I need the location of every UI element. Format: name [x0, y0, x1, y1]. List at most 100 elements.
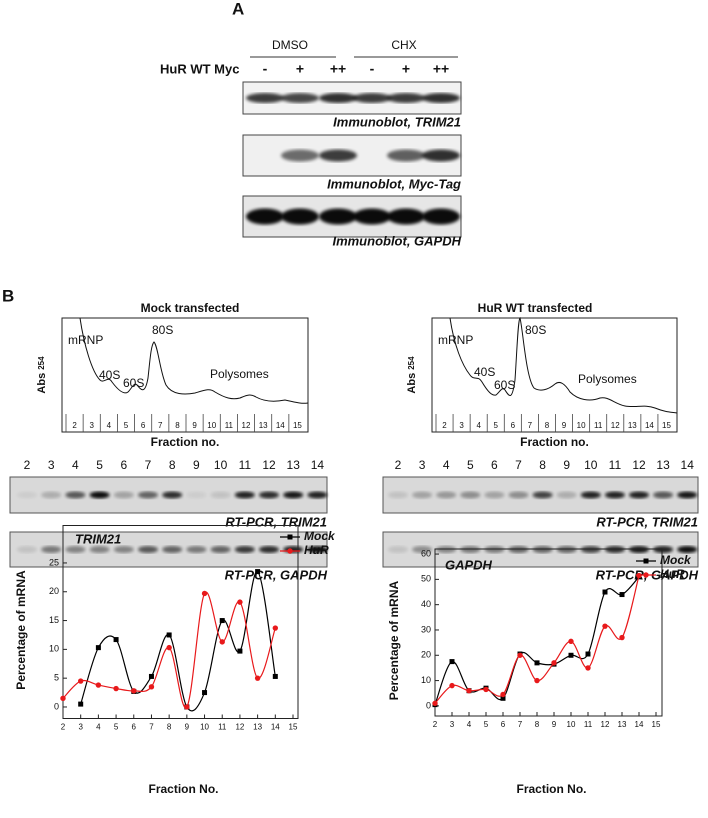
series-line: [434, 576, 640, 705]
point: [148, 673, 154, 679]
gel-band: [138, 546, 158, 553]
legend-label: Mock: [660, 553, 692, 567]
series-line: [80, 570, 276, 712]
point: [568, 638, 574, 645]
y-label-sub: 254: [407, 356, 416, 370]
x-tick-label: 3: [78, 723, 83, 732]
legend-marker: [287, 548, 293, 554]
gel-band: [388, 491, 408, 499]
gel-band: [234, 491, 255, 499]
profile-y-label: Abs 254: [36, 356, 48, 394]
gel-band: [259, 546, 279, 553]
gel-lane-number: 9: [193, 458, 200, 472]
point: [113, 685, 119, 692]
fraction-number: 7: [528, 421, 533, 430]
gel-lane-number: 5: [467, 458, 474, 472]
blots: Immunoblot, TRIM21 Immunoblot, Myc-Tag Imm…: [242, 81, 462, 248]
gel-band: [677, 491, 698, 499]
blot-caption: Immunoblot, GAPDH: [332, 233, 461, 248]
x-tick-label: 7: [518, 720, 523, 729]
band: [319, 208, 357, 225]
x-tick-label: 9: [552, 720, 557, 729]
gel-band: [484, 491, 505, 499]
x-tick-label: 8: [535, 720, 540, 729]
lane-label: +: [296, 61, 304, 77]
point: [166, 644, 172, 651]
x-tick-label: 4: [96, 723, 101, 732]
point: [466, 687, 472, 694]
x-axis-label: Fraction No.: [148, 782, 218, 796]
point: [585, 665, 591, 671]
x-tick-label: 4: [467, 720, 472, 729]
band: [422, 208, 460, 225]
gel-lane-number: 13: [656, 458, 670, 472]
lane-label: -: [370, 61, 375, 77]
gel-band: [234, 546, 255, 553]
gel-lane-number: 3: [48, 458, 55, 472]
point: [255, 569, 261, 575]
peak-label: 40S: [99, 368, 120, 382]
lane-label: ++: [433, 61, 449, 77]
gel-band: [41, 546, 62, 553]
point: [602, 589, 608, 595]
gel-band: [113, 546, 134, 553]
point: [500, 695, 506, 701]
fraction-number: 4: [107, 421, 112, 430]
gel-lane-number: 12: [262, 458, 276, 472]
y-tick-label: 10: [421, 675, 431, 685]
profile-y-label: Abs 254: [406, 356, 418, 394]
group-label: DMSO: [272, 38, 308, 52]
band: [422, 149, 460, 162]
x-tick-label: 5: [114, 723, 119, 732]
point: [602, 623, 608, 629]
gel-lane-number: 7: [515, 458, 522, 472]
gel-band: [388, 546, 408, 553]
y-tick-label: 0: [426, 700, 431, 710]
x-tick-label: 15: [652, 720, 661, 729]
profile-title: HuR WT transfected: [478, 301, 593, 315]
peak-label: Polysomes: [578, 372, 637, 386]
legend-label: HuR: [660, 567, 685, 581]
gel-band: [89, 491, 110, 499]
x-tick-label: 10: [567, 720, 576, 729]
gel-lane-number: 5: [96, 458, 103, 472]
y-tick-label: 10: [49, 644, 59, 654]
gel-band: [508, 491, 529, 499]
point: [619, 634, 625, 641]
peak-label: 80S: [525, 323, 546, 337]
x-tick-label: 5: [484, 720, 489, 729]
chart-title: TRIM21: [75, 531, 121, 546]
x-tick-label: 14: [271, 723, 280, 732]
point: [78, 701, 84, 707]
gel-band: [89, 546, 110, 553]
point: [272, 625, 279, 631]
fraction-number: 15: [662, 421, 671, 430]
gel-band: [436, 491, 457, 499]
profile-frame: [61, 317, 309, 433]
band: [246, 93, 284, 103]
peak-label: 80S: [152, 323, 173, 337]
fraction-number: 14: [276, 421, 285, 430]
gel-band: [460, 491, 481, 499]
point: [95, 645, 101, 651]
legend-marker: [643, 572, 649, 578]
fraction-number: 5: [494, 421, 499, 430]
point: [113, 637, 119, 643]
band: [281, 149, 319, 162]
point: [483, 686, 489, 693]
point: [272, 673, 278, 679]
x-tick-label: 11: [584, 720, 593, 729]
chart-title: GAPDH: [445, 557, 493, 572]
x-tick-label: 6: [501, 720, 506, 729]
x-tick-label: 14: [635, 720, 644, 729]
peak-label: 60S: [494, 378, 515, 392]
x-tick-label: 2: [61, 723, 66, 732]
gel-lane-number: 2: [24, 458, 31, 472]
y-tick-label: 5: [54, 673, 59, 683]
gel-lane-number: 4: [443, 458, 450, 472]
gel-band: [65, 491, 86, 499]
y-tick-label: 40: [421, 599, 431, 609]
gel-lane-number: 9: [563, 458, 570, 472]
